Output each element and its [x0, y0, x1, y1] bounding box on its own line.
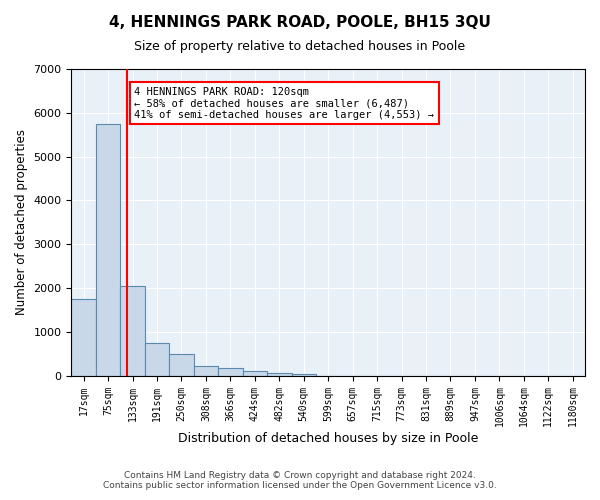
- Text: Size of property relative to detached houses in Poole: Size of property relative to detached ho…: [134, 40, 466, 53]
- Bar: [242, 371, 267, 376]
- Bar: [267, 373, 292, 376]
- Bar: [145, 342, 169, 376]
- Text: 4, HENNINGS PARK ROAD, POOLE, BH15 3QU: 4, HENNINGS PARK ROAD, POOLE, BH15 3QU: [109, 15, 491, 30]
- Bar: [71, 299, 96, 376]
- Bar: [194, 366, 218, 376]
- Bar: [292, 374, 316, 376]
- Y-axis label: Number of detached properties: Number of detached properties: [15, 130, 28, 316]
- Bar: [121, 286, 145, 376]
- Text: Contains HM Land Registry data © Crown copyright and database right 2024.
Contai: Contains HM Land Registry data © Crown c…: [103, 470, 497, 490]
- Bar: [169, 354, 194, 376]
- X-axis label: Distribution of detached houses by size in Poole: Distribution of detached houses by size …: [178, 432, 478, 445]
- Bar: [218, 368, 242, 376]
- Text: 4 HENNINGS PARK ROAD: 120sqm
← 58% of detached houses are smaller (6,487)
41% of: 4 HENNINGS PARK ROAD: 120sqm ← 58% of de…: [134, 86, 434, 120]
- Bar: [96, 124, 121, 376]
